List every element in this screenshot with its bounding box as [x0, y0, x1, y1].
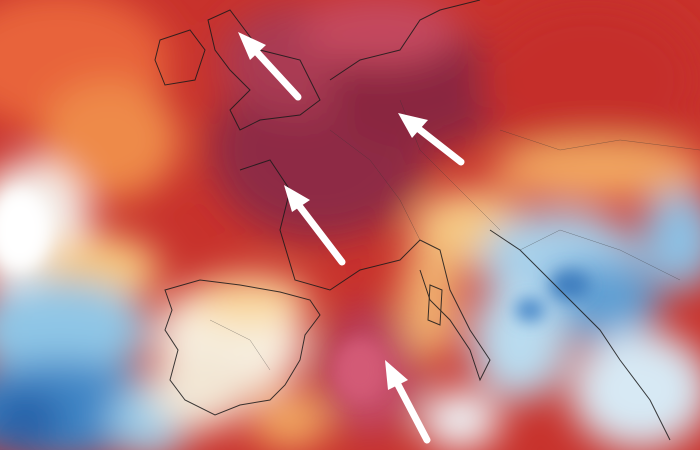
arrow: [238, 32, 302, 101]
iberia-coast: [164, 279, 321, 416]
ireland-coast: [154, 29, 206, 86]
arrow: [284, 185, 346, 266]
detail-blobs: [0, 190, 590, 400]
arrow: [385, 360, 431, 444]
north-sea-coast: [329, 0, 481, 81]
arrows: [238, 32, 465, 444]
coastlines: [154, 0, 671, 441]
arrow: [398, 113, 465, 166]
corsica-sardinia: [427, 284, 443, 326]
britain-coast: [207, 9, 321, 131]
france-italy-coast: [239, 159, 491, 382]
